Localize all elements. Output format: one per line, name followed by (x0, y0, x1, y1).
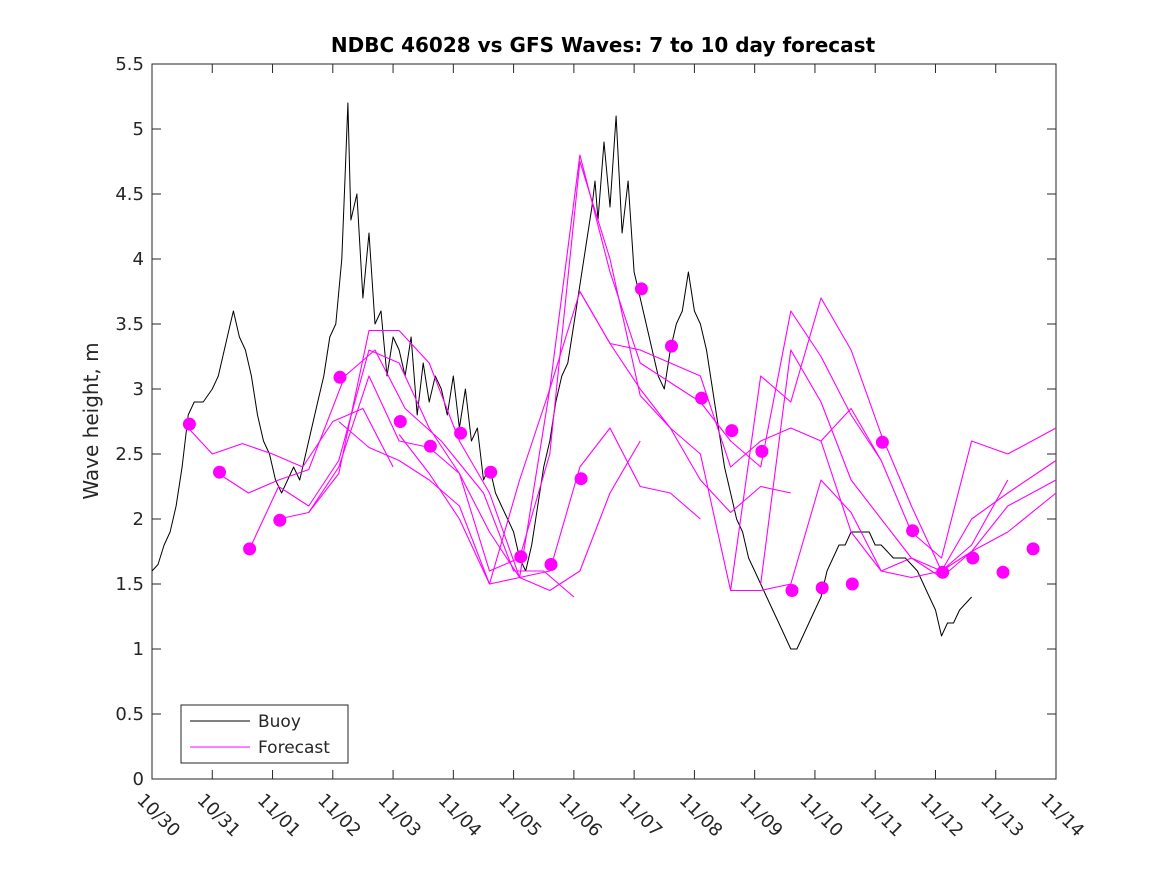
forecast-marker-20 (875, 435, 889, 449)
series-line-forecast-4 (278, 329, 701, 579)
series-line-forecast-3 (247, 349, 641, 592)
series-layer (151, 102, 1057, 650)
series-line-forecast-2 (218, 349, 575, 598)
forecast-marker-18 (815, 581, 829, 595)
forecast-marker-8 (484, 465, 498, 479)
forecast-marker-12 (634, 282, 648, 296)
series-line-forecast-6 (338, 154, 882, 585)
forecast-marker-25 (1026, 542, 1040, 556)
y-tick-label: 5 (133, 119, 144, 140)
forecast-marker-6 (423, 439, 437, 453)
forecast-marker-4 (333, 370, 347, 384)
forecast-marker-14 (695, 391, 709, 405)
forecast-marker-10 (544, 558, 558, 571)
forecast-marker-17 (785, 584, 799, 597)
forecast-marker-13 (665, 339, 678, 353)
y-tick-label: 2.5 (115, 444, 144, 465)
forecast-marker-0 (182, 417, 196, 431)
legend-forecast-label: Forecast (258, 738, 330, 758)
y-tick-label: 2 (133, 509, 144, 530)
forecast-marker-2 (243, 542, 257, 556)
forecast-marker-11 (574, 472, 588, 486)
forecast-marker-1 (213, 465, 226, 479)
y-tick-label: 0 (133, 769, 144, 790)
series-line-forecast-7 (398, 290, 1009, 592)
forecast-marker-19 (845, 577, 859, 591)
legend-buoy-label: Buoy (258, 712, 301, 732)
series-line-forecast-5 (308, 160, 791, 572)
legend: Buoy Forecast (180, 704, 349, 764)
y-axis-label: Wave height, m (79, 342, 103, 499)
series-line-forecast-8 (579, 291, 1057, 559)
legend-box (180, 704, 349, 764)
y-tick-label: 1.5 (115, 574, 144, 595)
y-tick-label: 4.5 (115, 184, 144, 205)
y-tick-label: 5.5 (115, 54, 144, 75)
series-line-forecast-11 (820, 440, 1057, 579)
y-tick-label: 1 (133, 639, 144, 660)
plot-area (151, 63, 1057, 780)
y-tick-label: 4 (133, 249, 144, 270)
y-tick-label: 3 (133, 379, 144, 400)
series-line-buoy (151, 102, 972, 650)
chart-title: NDBC 46028 vs GFS Waves: 7 to 10 day for… (331, 33, 876, 57)
marker-layer (182, 282, 1040, 597)
forecast-marker-15 (725, 424, 739, 438)
forecast-marker-23 (966, 551, 980, 565)
forecast-marker-3 (273, 513, 287, 527)
forecast-marker-22 (936, 565, 950, 579)
y-tick-label: 0.5 (115, 704, 144, 725)
forecast-marker-24 (996, 565, 1010, 579)
forecast-marker-5 (393, 415, 407, 428)
forecast-marker-21 (906, 524, 920, 538)
forecast-marker-16 (755, 444, 769, 458)
forecast-marker-7 (454, 426, 468, 440)
y-tick-label: 3.5 (115, 314, 144, 335)
forecast-marker-9 (514, 550, 528, 564)
series-line-forecast-10 (760, 349, 1057, 585)
